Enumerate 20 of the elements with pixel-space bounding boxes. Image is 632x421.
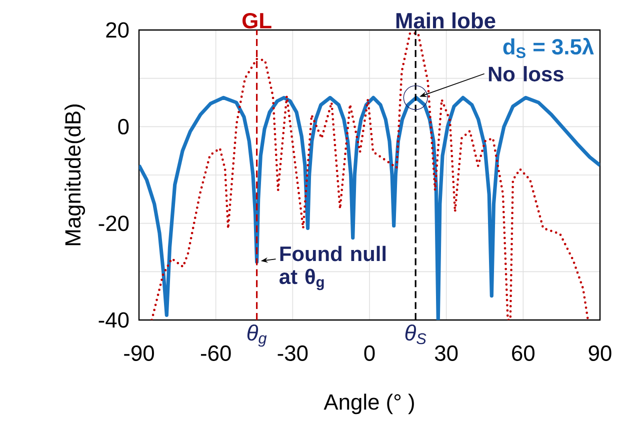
x-tick-label: -30: [278, 345, 308, 361]
y-tick-label: 0: [118, 118, 129, 134]
text: θ$_{g}$: [247, 324, 267, 347]
text: d$_{S}$ = 3.5λ: [503, 38, 594, 58]
x-tick-label: 30: [434, 345, 458, 361]
y-axis-title: Magnitude(dB): [64, 104, 86, 246]
x-tick-label: -60: [200, 345, 231, 361]
x-tick-label: 0: [364, 345, 375, 361]
x-tick-label: 90: [588, 345, 612, 361]
y-tick-label: -20: [98, 216, 129, 232]
annotation: No loss: [488, 66, 564, 82]
text: θ$_{S}$: [405, 324, 426, 344]
ref-line-label: GL: [242, 12, 272, 28]
x-tick-label: 60: [512, 345, 534, 361]
x-tick-label: -90: [124, 345, 154, 361]
y-tick-label: 20: [106, 22, 129, 38]
x-axis-title: Angle (° ): [324, 394, 414, 414]
y-tick-label: -40: [98, 312, 129, 328]
annotation: Found null at θ$_{g}$: [280, 246, 386, 290]
ref-line-label: Main lobe: [396, 12, 496, 28]
